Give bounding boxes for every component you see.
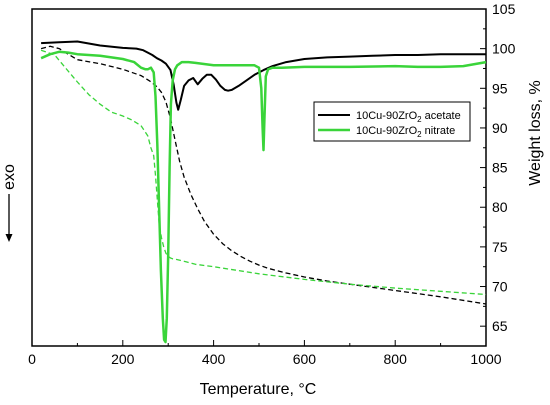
x-tick-label-1000: 1000 (470, 351, 501, 367)
y-tick-label-90: 90 (492, 120, 508, 136)
tick-labels: 0 200 400 600 800 1000 65 70 75 80 85 90 95 100 105 (28, 1, 515, 367)
series-lines (40, 40, 487, 344)
legend: 10Cu-90ZrO2 acetate 10Cu-90ZrO2 nitrate (313, 101, 471, 142)
x-tick-label-600: 600 (293, 351, 317, 367)
y-tick-label-95: 95 (492, 80, 508, 96)
x-tick-label-0: 0 (28, 351, 36, 367)
series-line-0-dta-solid (41, 40, 486, 111)
x-tick-label-200: 200 (111, 351, 135, 367)
y-axis-right-title: Weight loss, % (527, 80, 544, 186)
y-tick-label-65: 65 (492, 318, 508, 334)
series-line-2-tg-dashed (40, 45, 487, 305)
legend-label-nitrate-suffix: nitrate (422, 125, 456, 137)
y-tick-label-85: 85 (492, 160, 508, 176)
legend-label-nitrate-sub: 2 (417, 130, 422, 139)
legend-label-acetate-suffix: acetate (422, 110, 461, 122)
x-tick-label-400: 400 (202, 351, 226, 367)
x-tick-label-800: 800 (384, 351, 408, 367)
legend-label-nitrate: 10Cu-90ZrO2 nitrate (356, 125, 455, 139)
y-tick-label-70: 70 (492, 279, 508, 295)
legend-label-nitrate-prefix: 10Cu-90ZrO (356, 125, 418, 137)
legend-label-acetate: 10Cu-90ZrO2 acetate (356, 110, 461, 124)
tick-marks (31, 8, 487, 346)
exo-arrow-head (5, 234, 13, 242)
y-tick-label-105: 105 (492, 1, 516, 17)
exo-arrow (5, 194, 13, 242)
legend-box (313, 101, 471, 142)
legend-label-acetate-prefix: 10Cu-90ZrO (356, 110, 418, 122)
x-axis-title: Temperature, °C (200, 381, 317, 398)
y-tick-label-80: 80 (492, 199, 508, 215)
y-tick-label-100: 100 (492, 41, 516, 57)
y-tick-label-75: 75 (492, 239, 508, 255)
legend-label-acetate-sub: 2 (417, 115, 422, 124)
y-axis-left-title: exo (1, 164, 18, 190)
series-line-1-dta-solid (40, 50, 487, 344)
